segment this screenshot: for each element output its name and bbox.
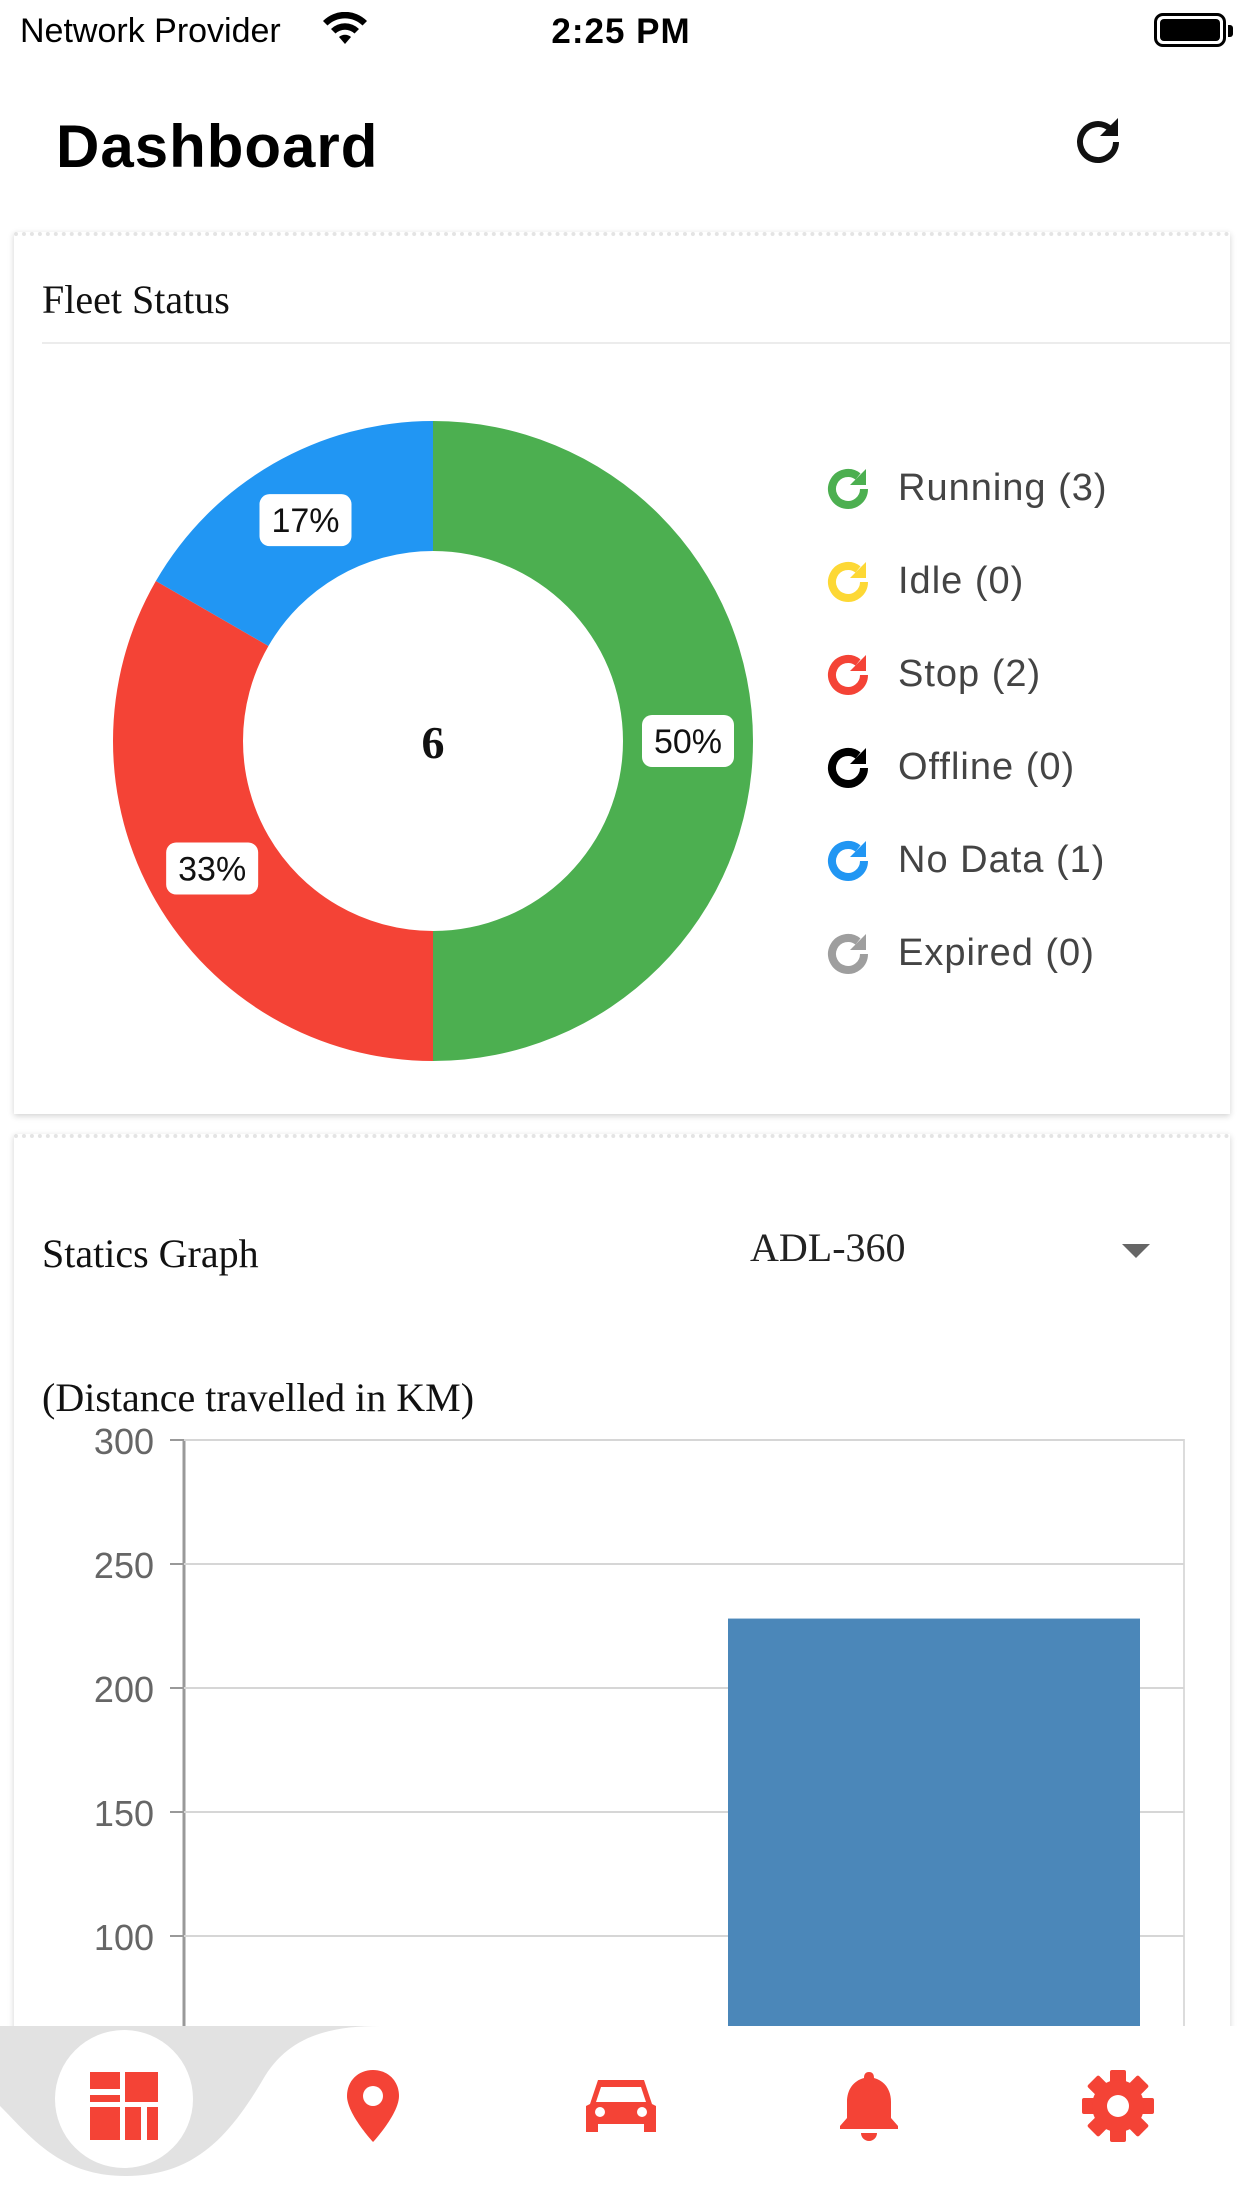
vehicle-select[interactable]: ADL-360 bbox=[750, 1212, 1190, 1292]
fleet-status-title: Fleet Status bbox=[42, 277, 230, 322]
dashboard-icon bbox=[90, 2072, 158, 2140]
location-pin-icon bbox=[347, 2070, 399, 2142]
app-header: Dashboard bbox=[0, 90, 1242, 230]
legend-item[interactable]: Running (3) bbox=[826, 442, 1108, 535]
y-tick-label: 250 bbox=[94, 1545, 154, 1586]
donut-percent-label: 50% bbox=[654, 723, 722, 761]
fleet-donut-chart: 6 50% 33% 17% bbox=[113, 421, 753, 1061]
status-bar: Network Provider 2:25 PM bbox=[0, 0, 1242, 64]
donut-slice-1 bbox=[113, 581, 433, 1061]
expired-status-icon bbox=[828, 933, 868, 974]
nav-map[interactable] bbox=[298, 2026, 448, 2186]
legend-item[interactable]: No Data (1) bbox=[826, 814, 1108, 907]
legend-item[interactable]: Idle (0) bbox=[826, 535, 1108, 628]
gear-icon bbox=[1082, 2070, 1154, 2142]
page-title: Dashboard bbox=[56, 113, 379, 180]
card-divider bbox=[42, 342, 1230, 344]
legend-label: Offline (0) bbox=[898, 746, 1076, 788]
battery-icon bbox=[1154, 13, 1233, 47]
idle-status-icon bbox=[828, 561, 868, 602]
no-data-status-icon bbox=[828, 840, 868, 881]
donut-center-total: 6 bbox=[422, 717, 445, 768]
refresh-icon[interactable] bbox=[1066, 110, 1130, 174]
legend-item[interactable]: Offline (0) bbox=[826, 721, 1108, 814]
donut-percent-label: 33% bbox=[178, 851, 246, 889]
statics-graph-card: Statics Graph ADL-360 (Distance travelle… bbox=[14, 1134, 1230, 2048]
stop-status-icon bbox=[828, 654, 868, 695]
wifi-icon bbox=[323, 12, 367, 44]
nav-vehicles[interactable] bbox=[546, 2026, 696, 2186]
running-status-icon bbox=[828, 468, 868, 509]
fleet-legend: Running (3) Idle (0) Stop (2) Offline (0) No… bbox=[826, 442, 1108, 1000]
nav-active-indicator bbox=[55, 2030, 193, 2168]
donut-percent-label: 17% bbox=[271, 502, 339, 540]
distance-bar-chart: 300 250 200 150 100 bbox=[94, 1428, 1185, 2048]
y-tick-label: 150 bbox=[94, 1793, 154, 1834]
statics-graph-title: Statics Graph bbox=[42, 1231, 259, 1276]
legend-label: No Data (1) bbox=[898, 839, 1106, 881]
legend-label: Idle (0) bbox=[898, 560, 1025, 602]
donut-slice-0 bbox=[433, 421, 753, 1061]
car-icon bbox=[586, 2080, 656, 2132]
vehicle-select-value: ADL-360 bbox=[750, 1225, 906, 1270]
legend-item[interactable]: Stop (2) bbox=[826, 628, 1108, 721]
dropdown-arrow-icon[interactable] bbox=[1122, 1244, 1150, 1258]
nav-settings[interactable] bbox=[1043, 2026, 1193, 2186]
y-tick-label: 200 bbox=[94, 1669, 154, 1710]
bell-icon bbox=[840, 2072, 898, 2141]
donut-label-0: 50% bbox=[642, 715, 734, 767]
bottom-navigation bbox=[0, 2026, 1242, 2208]
legend-label: Running (3) bbox=[898, 467, 1108, 509]
fleet-status-card: Fleet Status 6 50% 33% 17% Running (3) Idle… bbox=[14, 232, 1230, 1114]
legend-item[interactable]: Expired (0) bbox=[826, 907, 1108, 1000]
chart-subtitle: (Distance travelled in KM) bbox=[42, 1375, 475, 1420]
donut-label-2: 17% bbox=[259, 494, 352, 547]
y-tick-label: 100 bbox=[94, 1917, 154, 1958]
legend-label: Stop (2) bbox=[898, 653, 1042, 695]
carrier-label: Network Provider bbox=[20, 12, 281, 50]
donut-label-1: 33% bbox=[166, 842, 259, 895]
nav-alerts[interactable] bbox=[794, 2026, 944, 2186]
offline-status-icon bbox=[828, 747, 868, 788]
y-tick-label: 300 bbox=[94, 1428, 154, 1462]
nav-dashboard[interactable] bbox=[49, 2026, 199, 2186]
distance-bar-0 bbox=[728, 1618, 1140, 2048]
status-time: 2:25 PM bbox=[551, 12, 691, 51]
legend-label: Expired (0) bbox=[898, 932, 1095, 974]
